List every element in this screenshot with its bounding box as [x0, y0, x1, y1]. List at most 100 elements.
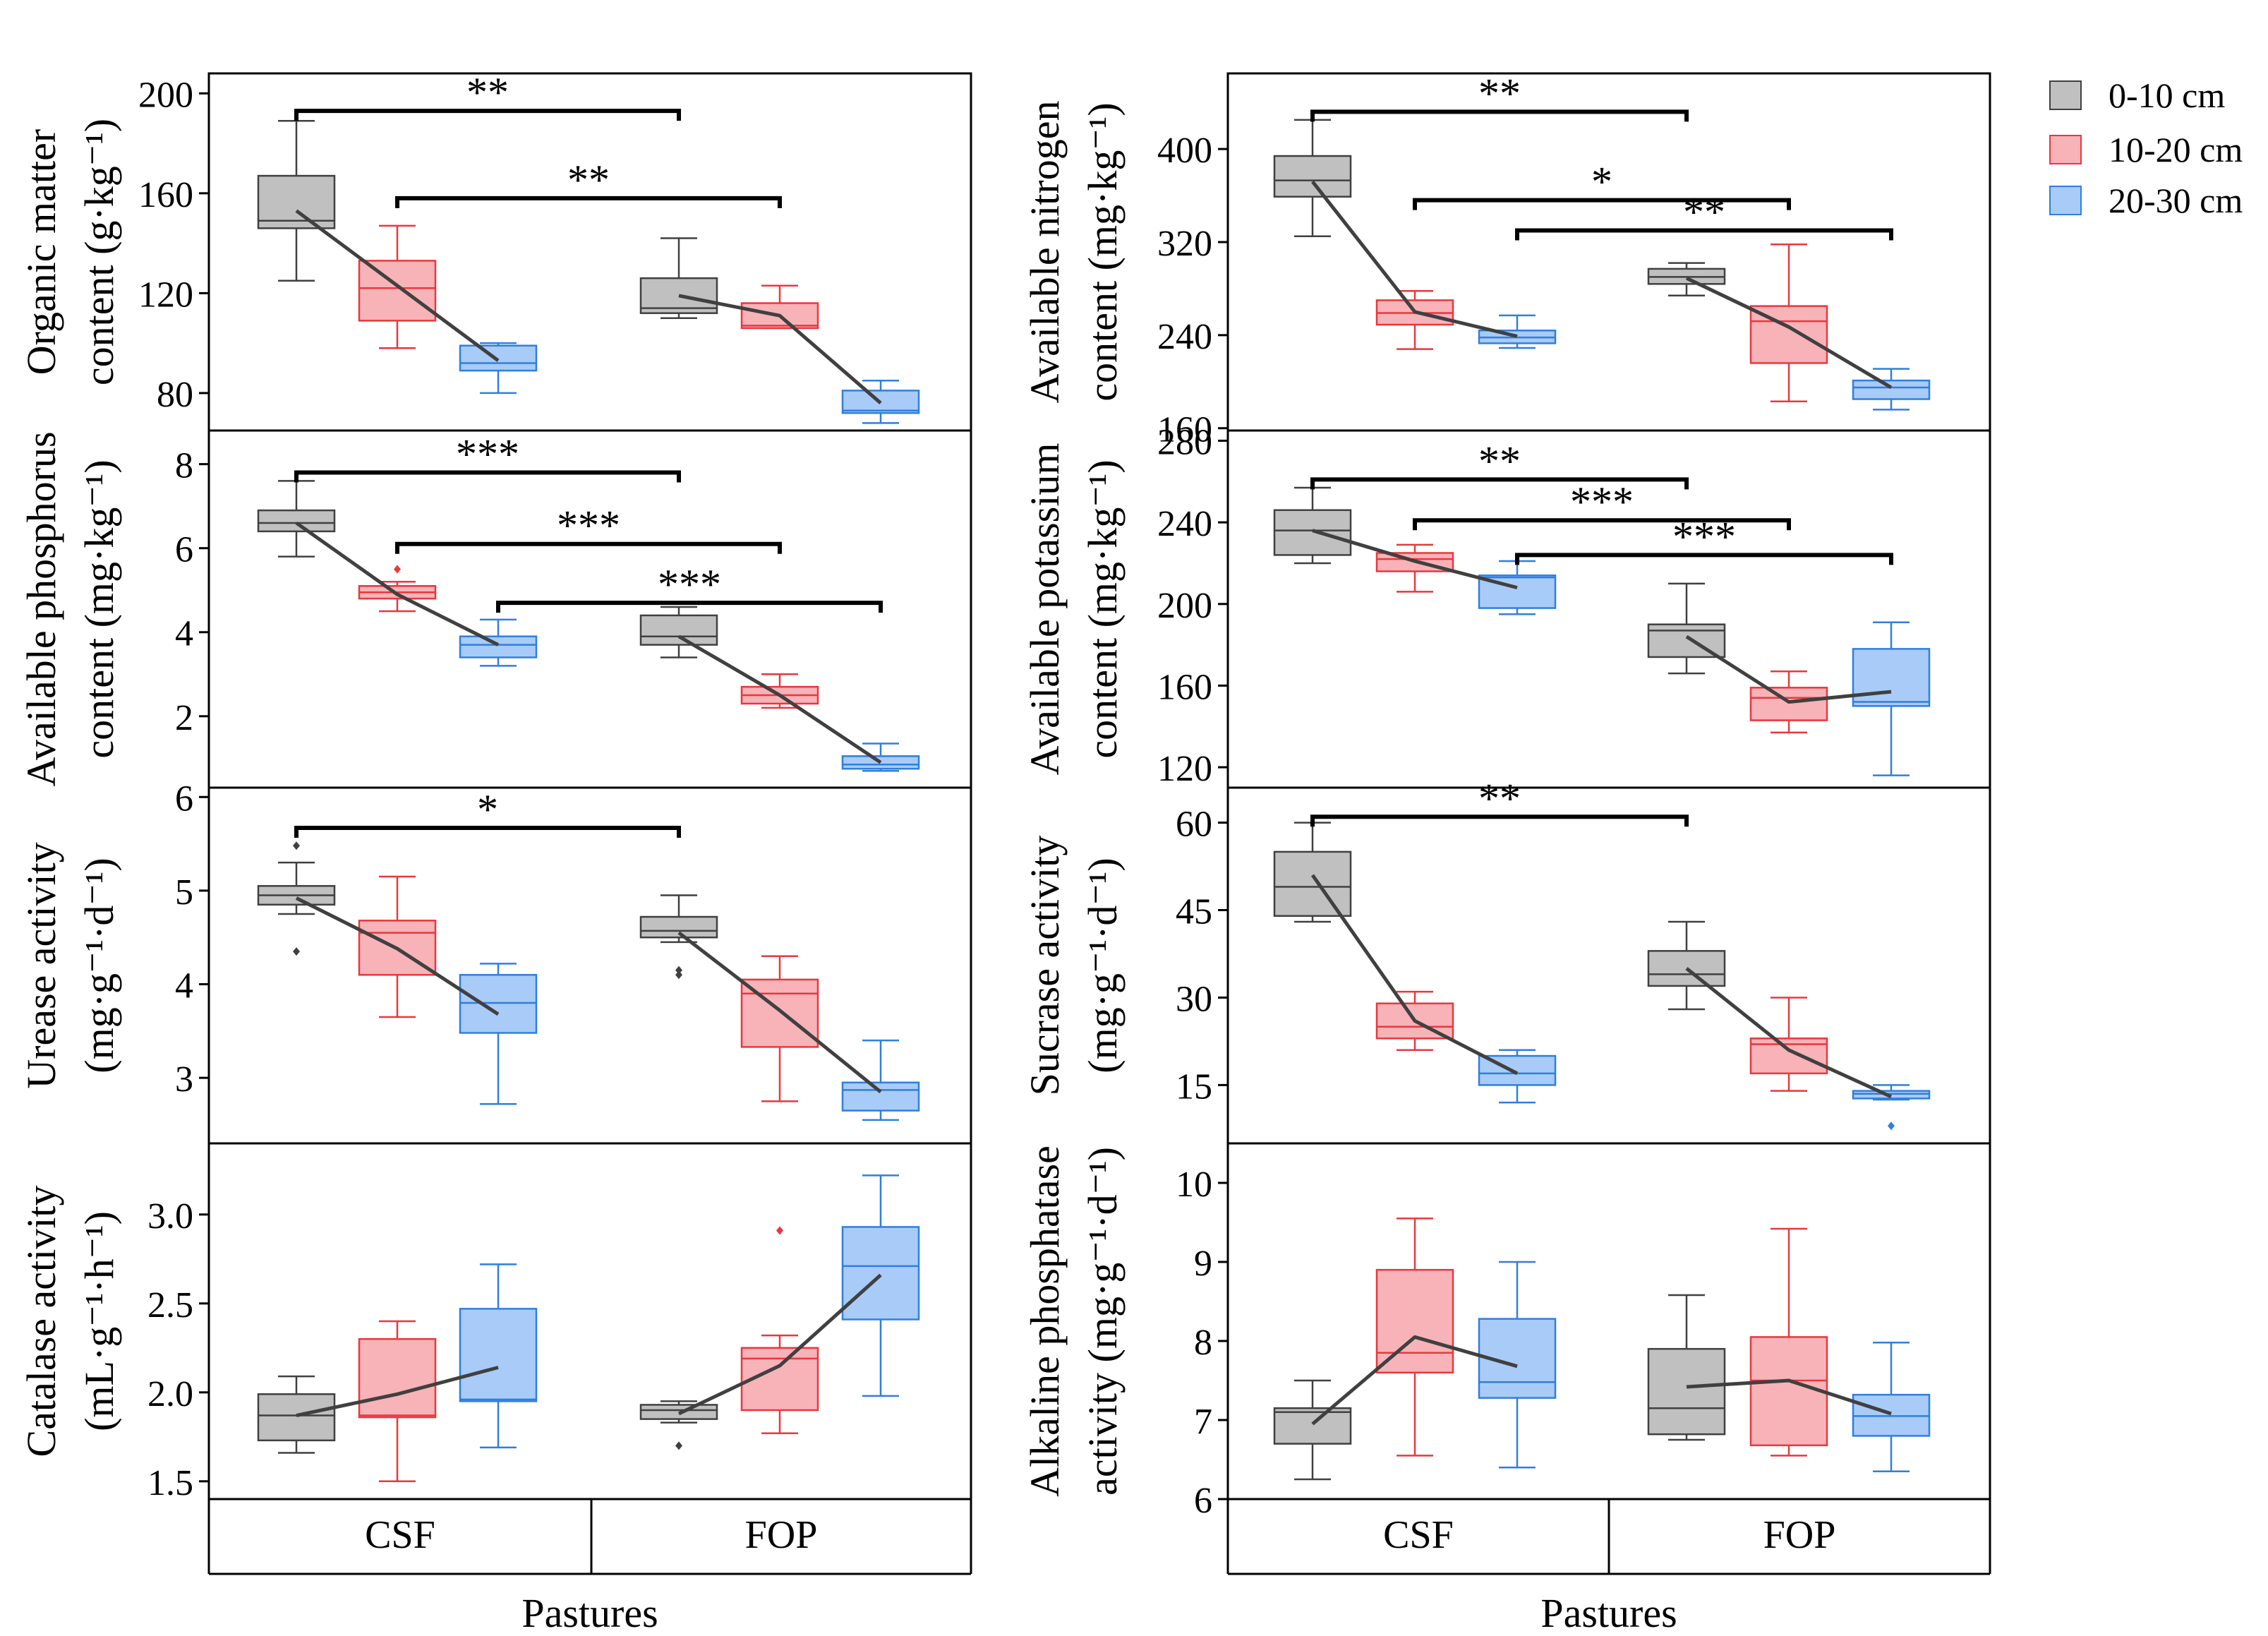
mean-trend-line-csf	[1311, 180, 1518, 338]
box-iqr	[358, 1337, 437, 1419]
y-tick-label: 160	[1157, 667, 1212, 707]
legend-swatch	[2049, 135, 2082, 164]
mean-trend-line-fop	[678, 294, 882, 404]
x-axis-title: Pastures	[521, 1590, 658, 1636]
plot-frame	[207, 72, 972, 432]
box-iqr	[459, 344, 538, 372]
significance-bracket: **	[294, 69, 681, 121]
box-csf-10-20	[1375, 543, 1454, 593]
bracket-line	[294, 109, 681, 121]
significance-bracket: **	[1310, 70, 1689, 122]
y-tick-label: 15	[1176, 1066, 1212, 1107]
chart-panel-2: 160 240 320 400 Available nitrogen content (m…	[1022, 70, 1991, 450]
box-fop-20-30	[1852, 1341, 1931, 1473]
outlier-point	[776, 1226, 783, 1235]
legend-label: 20-30 cm	[2109, 181, 2243, 220]
y-tick-label: 2.5	[147, 1285, 193, 1325]
chart-panel-6: 15 30 45 60 Sucrase activity (mg·g⁻¹·d⁻¹) **	[1022, 775, 1991, 1145]
y-axis-title: content (mg·kg⁻¹)	[1080, 459, 1126, 758]
box-csf-0-10	[1273, 486, 1352, 565]
box-fop-20-30	[1852, 621, 1931, 776]
chart-panel-5: 3 4 5 6 Urease activity (mg·g⁻¹·d⁻¹) *	[18, 778, 972, 1145]
box-csf-0-10	[257, 841, 336, 956]
y-tick-label: 4	[175, 614, 193, 654]
y-tick-label: 400	[1157, 131, 1212, 171]
y-tick-label: 60	[1176, 805, 1212, 845]
mean-trend-line-csf	[296, 1366, 499, 1418]
box-iqr	[841, 1081, 920, 1112]
box-fop-10-20	[1749, 997, 1828, 1092]
box-csf-20-30	[1478, 314, 1557, 349]
y-tick-label: 160	[138, 175, 193, 215]
y-axis-title: (mg·g⁻¹·d⁻¹)	[1080, 858, 1126, 1073]
y-tick-label: 5	[175, 872, 193, 913]
significance-bracket: ***	[294, 431, 681, 483]
outlier-point	[1888, 1121, 1895, 1131]
box-csf-10-20	[1375, 1217, 1454, 1457]
bracket-line	[395, 196, 782, 208]
bracket-line	[1310, 109, 1689, 122]
bracket-line	[1310, 814, 1689, 827]
bracket-line	[294, 470, 681, 483]
y-tick-label: 80	[157, 375, 193, 415]
box-csf-10-20	[358, 224, 437, 349]
box-iqr	[1375, 1268, 1454, 1374]
x-axis-title: Pastures	[1540, 1590, 1677, 1636]
y-axis-title: content (mg·kg⁻¹)	[1080, 102, 1126, 401]
y-axis-title: (mL·g⁻¹·h⁻¹)	[76, 1211, 122, 1431]
significance-bracket: ***	[1515, 513, 1893, 565]
outlier-point	[675, 1441, 682, 1450]
mean-trend-line-fop	[1685, 967, 1893, 1099]
box-csf-10-20	[1375, 990, 1454, 1052]
y-axis-title: Sucrase activity	[1022, 836, 1068, 1096]
box-iqr	[257, 1393, 336, 1442]
box-iqr	[841, 1226, 920, 1321]
significance-label: ***	[658, 561, 721, 608]
box-csf-0-10	[1273, 1379, 1352, 1481]
significance-label: **	[466, 69, 509, 116]
y-tick-label: 6	[1194, 1481, 1212, 1521]
y-tick-label: 9	[1194, 1244, 1212, 1284]
y-tick-label: 7	[1194, 1402, 1212, 1442]
box-iqr	[639, 614, 718, 646]
box-fop-0-10	[1647, 1294, 1726, 1441]
y-tick-label: 120	[1157, 749, 1212, 789]
box-iqr	[1273, 509, 1352, 556]
significance-label: ***	[456, 431, 519, 478]
box-fop-0-10	[639, 894, 718, 980]
y-tick-label: 160	[1157, 410, 1212, 450]
mean-trend-line-csf	[1311, 1335, 1518, 1426]
y-tick-label: 200	[138, 75, 193, 115]
outlier-point	[675, 970, 682, 980]
bracket-line	[1413, 198, 1791, 210]
y-axis-title: Catalase activity	[18, 1186, 64, 1457]
significance-bracket: **	[1310, 775, 1689, 827]
legend-swatch	[2049, 80, 2082, 110]
mean-trend-line-fop	[1686, 1378, 1892, 1416]
y-tick-label: 4	[175, 966, 193, 1006]
significance-bracket: *	[1413, 159, 1791, 210]
bracket-line	[1310, 477, 1689, 490]
box-fop-10-20	[740, 955, 819, 1102]
y-tick-label: 10	[1176, 1165, 1212, 1205]
outlier-point	[293, 841, 300, 850]
y-tick-label: 120	[138, 275, 193, 315]
y-tick-label: 45	[1176, 892, 1212, 932]
y-axis-title: Available phosphorus	[18, 431, 64, 786]
category-label-fop: FOP	[1763, 1513, 1836, 1557]
box-fop-20-30	[1852, 368, 1931, 411]
box-iqr	[1375, 552, 1454, 572]
box-fop-10-20	[740, 284, 819, 330]
box-iqr	[257, 174, 336, 229]
box-iqr	[1273, 1407, 1352, 1445]
legend-label: 0-10 cm	[2109, 76, 2225, 115]
box-fop-0-10	[639, 1400, 718, 1450]
bracket-line	[395, 541, 782, 554]
box-csf-0-10	[257, 119, 336, 282]
mean-trend-line-csf	[295, 896, 500, 1016]
box-iqr	[1749, 1336, 1828, 1447]
box-csf-0-10	[257, 480, 336, 558]
box-fop-20-30	[1852, 1084, 1931, 1131]
y-axis-title: content (g·kg⁻¹)	[76, 119, 122, 385]
